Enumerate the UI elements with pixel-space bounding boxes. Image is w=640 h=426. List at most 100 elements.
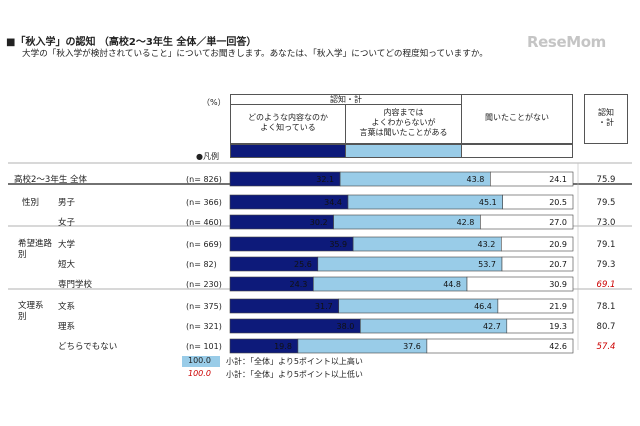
bar-segment <box>313 276 468 292</box>
row-total-label: 79.3 <box>597 260 616 270</box>
bar-segment <box>480 214 574 230</box>
row-sample-size: (n= 826) <box>186 175 222 184</box>
legend-label: ●凡例 <box>196 152 219 161</box>
bar-value-label: 19.8 <box>274 342 292 351</box>
bar-value-label: 43.8 <box>467 175 485 184</box>
note-low-sample: 100.0 <box>188 369 211 378</box>
bar-value-label: 27.0 <box>549 218 567 227</box>
bar-value-label: 25.6 <box>294 260 312 269</box>
row-total-label: 78.1 <box>597 302 616 312</box>
header-col3: 聞いたことがない <box>461 94 573 144</box>
bar-segment <box>497 298 574 314</box>
bar-value-label: 31.7 <box>315 302 333 311</box>
unit-label: （%） <box>202 98 226 107</box>
group-label: 希望進路 <box>18 238 53 249</box>
bar-segment <box>229 318 361 334</box>
bar-value-label: 20.5 <box>549 198 567 207</box>
bar-value-label: 30.9 <box>549 280 567 289</box>
bar-value-label: 42.6 <box>549 342 567 351</box>
bar-segment <box>229 256 319 272</box>
bar-value-label: 42.7 <box>483 322 501 331</box>
header-col2: 内容までは よくわからないが 言葉は聞いたことがある <box>345 104 462 144</box>
bar-segment <box>338 298 499 314</box>
bar-segment <box>490 171 574 187</box>
watermark-logo: ReseMom <box>527 33 606 51</box>
note-high-text: 小計：「全体」より5ポイント以上高い <box>226 357 363 366</box>
bar-segment <box>229 276 314 292</box>
row-sample-size: (n= 101) <box>186 342 222 351</box>
note-high-swatch <box>182 356 220 367</box>
row-label: 理系 <box>58 321 75 332</box>
bar-value-label: 46.4 <box>474 302 492 311</box>
row-sample-size: (n= 375) <box>186 302 222 311</box>
bar-segment <box>352 236 502 252</box>
group-label: 別 <box>18 312 27 322</box>
bar-segment <box>229 236 354 252</box>
bar-segment <box>333 214 481 230</box>
row-sample-size: (n= 82) <box>186 260 217 269</box>
bar-value-label: 44.8 <box>443 280 461 289</box>
legend-swatch-series1 <box>230 144 346 158</box>
bar-value-label: 42.8 <box>457 218 475 227</box>
bar-value-label: 24.3 <box>290 280 308 289</box>
row-total-label: 73.0 <box>597 218 616 228</box>
bar-segment <box>502 194 574 210</box>
row-label: 大学 <box>58 239 76 250</box>
group-label: 文理系 <box>18 300 44 311</box>
bar-value-label: 20.9 <box>549 240 567 249</box>
chart-subtitle: 大学の「秋入学が検討されていること」についてお聞きします。あなたは、「秋入学」に… <box>22 49 488 59</box>
bar-segment <box>229 214 334 230</box>
bar-value-label: 35.9 <box>329 240 347 249</box>
bar-value-label: 38.0 <box>337 322 355 331</box>
row-label: 男子 <box>58 198 76 208</box>
note-low-text: 小計：「全体」より5ポイント以上低い <box>226 370 363 379</box>
bar-value-label: 34.4 <box>324 198 342 207</box>
bar-value-label: 32.1 <box>316 175 334 184</box>
bar-value-label: 24.1 <box>549 175 567 184</box>
bar-value-label: 30.2 <box>310 218 328 227</box>
row-total-label: 57.4 <box>597 342 616 352</box>
row-total-label: 80.7 <box>597 322 616 332</box>
note-high-sample: 100.0 <box>188 356 211 365</box>
row-total-label: 75.9 <box>597 175 616 185</box>
bar-segment <box>501 236 574 252</box>
bar-segment <box>501 256 574 272</box>
bar-segment <box>360 318 508 334</box>
header-col1: どのような内容なのか よく知っている <box>230 104 346 144</box>
bar-segment <box>229 338 299 354</box>
legend-swatch-series2 <box>345 144 462 158</box>
header-total-label: 認知 ・計 <box>598 108 614 127</box>
row-label: 短大 <box>58 259 76 270</box>
bar-segment <box>297 338 428 354</box>
header-total: 認知 ・計 <box>584 94 628 144</box>
chart-title: ■「秋入学」の認知 （高校2～3年生 全体／単一回答） <box>6 37 257 48</box>
bar-value-label: 19.3 <box>549 322 567 331</box>
row-label: どちらでもない <box>58 342 117 352</box>
bar-value-label: 53.7 <box>478 260 496 269</box>
row-sample-size: (n= 460) <box>186 218 222 227</box>
bar-value-label: 45.1 <box>479 198 497 207</box>
bar-value-label: 21.9 <box>549 302 567 311</box>
group-label: 性別 <box>22 197 39 208</box>
bar-segment <box>347 194 503 210</box>
row-label: 女子 <box>58 217 76 228</box>
bar-value-label: 43.2 <box>478 240 496 249</box>
row-sample-size: (n= 321) <box>186 322 222 331</box>
row-label: 高校2～3年生 全体 <box>14 174 88 185</box>
row-total-label: 69.1 <box>597 280 616 290</box>
bar-segment <box>229 194 349 210</box>
bar-value-label: 20.7 <box>549 260 567 269</box>
group-label: 別 <box>18 250 27 260</box>
bar-segment <box>317 256 503 272</box>
header-col3-label: 聞いたことがない <box>485 113 549 122</box>
row-sample-size: (n= 366) <box>186 198 222 207</box>
row-sample-size: (n= 230) <box>186 280 222 289</box>
bar-value-label: 37.6 <box>403 342 421 351</box>
bar-segment <box>229 171 341 187</box>
header-col1-label: どのような内容なのか よく知っている <box>248 113 328 132</box>
bar-segment <box>506 318 574 334</box>
bar-segment <box>426 338 574 354</box>
bar-segment <box>466 276 574 292</box>
bar-segment <box>229 298 340 314</box>
header-col2-label: 内容までは よくわからないが 言葉は聞いたことがある <box>359 108 448 137</box>
